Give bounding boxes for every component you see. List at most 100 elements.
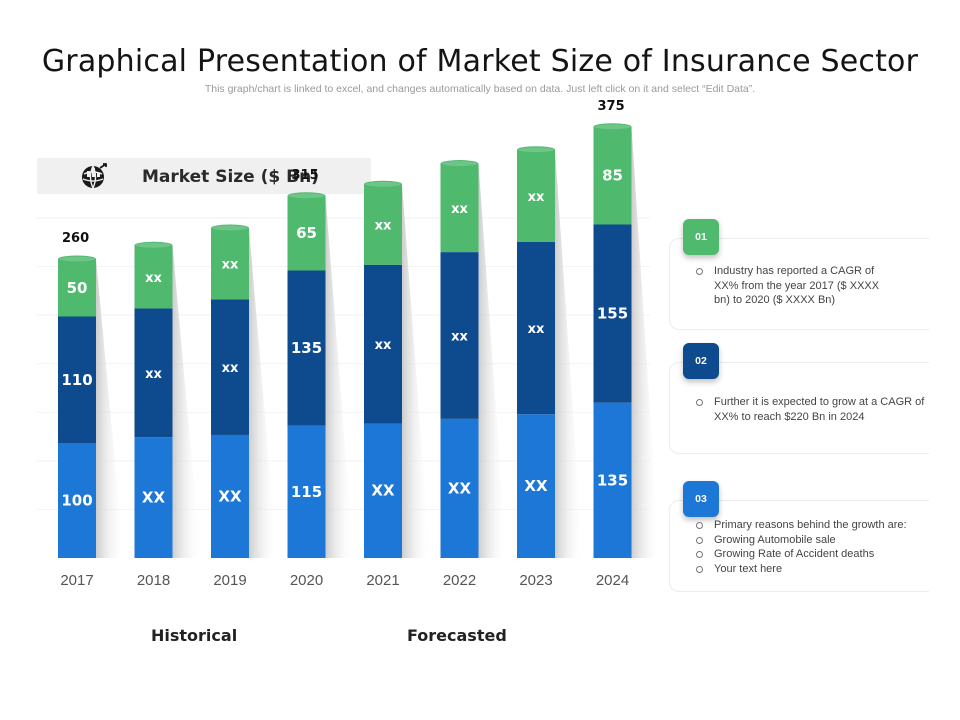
card-01-bullet-1: Industry has reported a CAGR of XX% from…	[694, 264, 894, 308]
legend-label: Market Size ($ Bn)	[142, 167, 319, 187]
bar-cap	[517, 146, 555, 154]
segment-value-label: xx	[375, 338, 392, 353]
bar-segment	[517, 149, 555, 242]
segment-value-label: 100	[61, 492, 92, 510]
bar-segment	[440, 252, 479, 419]
card-number-badge-02: 02	[683, 343, 719, 379]
x-tick-label: 2019	[213, 572, 246, 589]
bar-segment	[440, 163, 479, 253]
historical-label: Historical	[151, 626, 238, 645]
x-tick-label: 2022	[443, 572, 476, 589]
bar-segment	[517, 414, 555, 558]
segment-value-label: XX	[524, 477, 548, 495]
bar-total-label: 260	[62, 231, 89, 246]
x-tick-label: 2017	[60, 572, 93, 589]
card-03-bullet-4: Your text here	[694, 562, 934, 577]
bar-cap	[58, 255, 96, 263]
bar-segment	[134, 245, 173, 309]
bar-segment	[287, 195, 326, 271]
card-02-bullet-1: Further it is expected to grow at a CAGR…	[694, 395, 926, 424]
x-tick-label: 2020	[290, 572, 323, 589]
bar-cap	[134, 241, 173, 249]
bar-cap-highlight	[212, 225, 248, 231]
bar-segment	[364, 423, 402, 558]
card-01-bullets: Industry has reported a CAGR of XX% from…	[694, 264, 894, 308]
x-tick-label: 2021	[366, 572, 399, 589]
bar-cap-highlight	[594, 124, 631, 130]
bar-cap-highlight	[135, 242, 172, 248]
card-number-badge-03: 03	[683, 481, 719, 517]
globe-chart-icon	[82, 163, 107, 189]
bar-shadow	[402, 184, 430, 558]
segment-value-label: XX	[371, 482, 395, 500]
segment-value-label: XX	[142, 489, 166, 507]
card-03-bullet-2: Growing Automobile sale	[694, 533, 934, 548]
segment-value-label: xx	[451, 202, 468, 217]
bar-segment	[364, 264, 402, 424]
bar-shadow	[325, 195, 354, 558]
bar-cap-highlight	[59, 256, 95, 262]
card-03-bullet-3: Growing Rate of Accident deaths	[694, 547, 934, 562]
stacked-bar-chart: 100 110 50 260 2017 XX xx xx 2018 XX xx xx 2019 115 13…	[37, 99, 660, 589]
bar-cap	[440, 160, 479, 168]
segment-value-label: 85	[602, 167, 623, 185]
segment-value-label: 65	[296, 224, 317, 242]
segment-value-label: 155	[597, 305, 628, 323]
segment-value-label: xx	[222, 258, 239, 273]
bar-segment	[593, 224, 632, 403]
segment-value-label: xx	[528, 322, 545, 337]
bar-segment	[593, 126, 632, 225]
bar-segment	[134, 308, 173, 438]
segment-value-label: xx	[145, 271, 162, 286]
bar-segment	[134, 437, 173, 558]
bar-segment	[211, 227, 249, 300]
bar-total-label: 315	[292, 168, 319, 183]
bar-cap-highlight	[441, 161, 478, 167]
card-03-bullets: Primary reasons behind the growth are: G…	[694, 518, 934, 576]
segment-value-label: XX	[448, 479, 472, 497]
bar-shadow	[631, 126, 660, 558]
bar-segment	[517, 241, 555, 415]
bar-shadow	[172, 245, 201, 558]
segment-value-label: 110	[61, 371, 92, 389]
segment-value-label: xx	[375, 219, 392, 234]
bar-segment	[211, 299, 249, 435]
segment-value-label: 50	[67, 279, 88, 297]
page-subtitle: This graph/chart is linked to excel, and…	[204, 83, 756, 95]
bar-segment	[58, 443, 96, 558]
page-title: Graphical Presentation of Market Size of…	[41, 44, 919, 79]
bar-cap	[593, 123, 632, 131]
segment-value-label: xx	[222, 361, 239, 376]
bar-segment	[593, 402, 632, 558]
segment-value-label: 135	[597, 471, 628, 489]
bar-cap	[211, 224, 249, 232]
segment-value-label: xx	[451, 329, 468, 344]
segment-value-label: xx	[528, 190, 545, 205]
bar-cap-highlight	[288, 193, 325, 199]
forecasted-label: Forecasted	[407, 626, 507, 645]
bar-segment	[287, 425, 326, 558]
segment-value-label: xx	[145, 367, 162, 382]
card-03-bullet-1: Primary reasons behind the growth are:	[694, 518, 934, 533]
bar-segment	[58, 259, 96, 317]
bar-shadow	[555, 149, 583, 558]
bar-shadow	[96, 259, 124, 558]
x-tick-label: 2023	[519, 572, 552, 589]
bar-cap-highlight	[365, 181, 401, 187]
bar-segment	[211, 434, 249, 558]
segment-value-label: XX	[218, 487, 242, 505]
chart-legend: Market Size ($ Bn)	[37, 158, 371, 194]
segment-value-label: 115	[291, 483, 322, 501]
bar-shadow	[478, 163, 507, 559]
bar-segment	[440, 418, 479, 558]
segment-value-label: 135	[291, 339, 322, 357]
bar-total-label: 375	[598, 99, 625, 114]
bar-segment	[364, 184, 402, 265]
x-tick-label: 2018	[137, 572, 170, 589]
bar-cap	[287, 192, 326, 200]
x-tick-label: 2024	[596, 572, 629, 589]
bar-cap	[364, 180, 402, 188]
bar-cap-highlight	[518, 147, 554, 153]
bar-segment	[287, 270, 326, 426]
card-number-badge-01: 01	[683, 219, 719, 255]
